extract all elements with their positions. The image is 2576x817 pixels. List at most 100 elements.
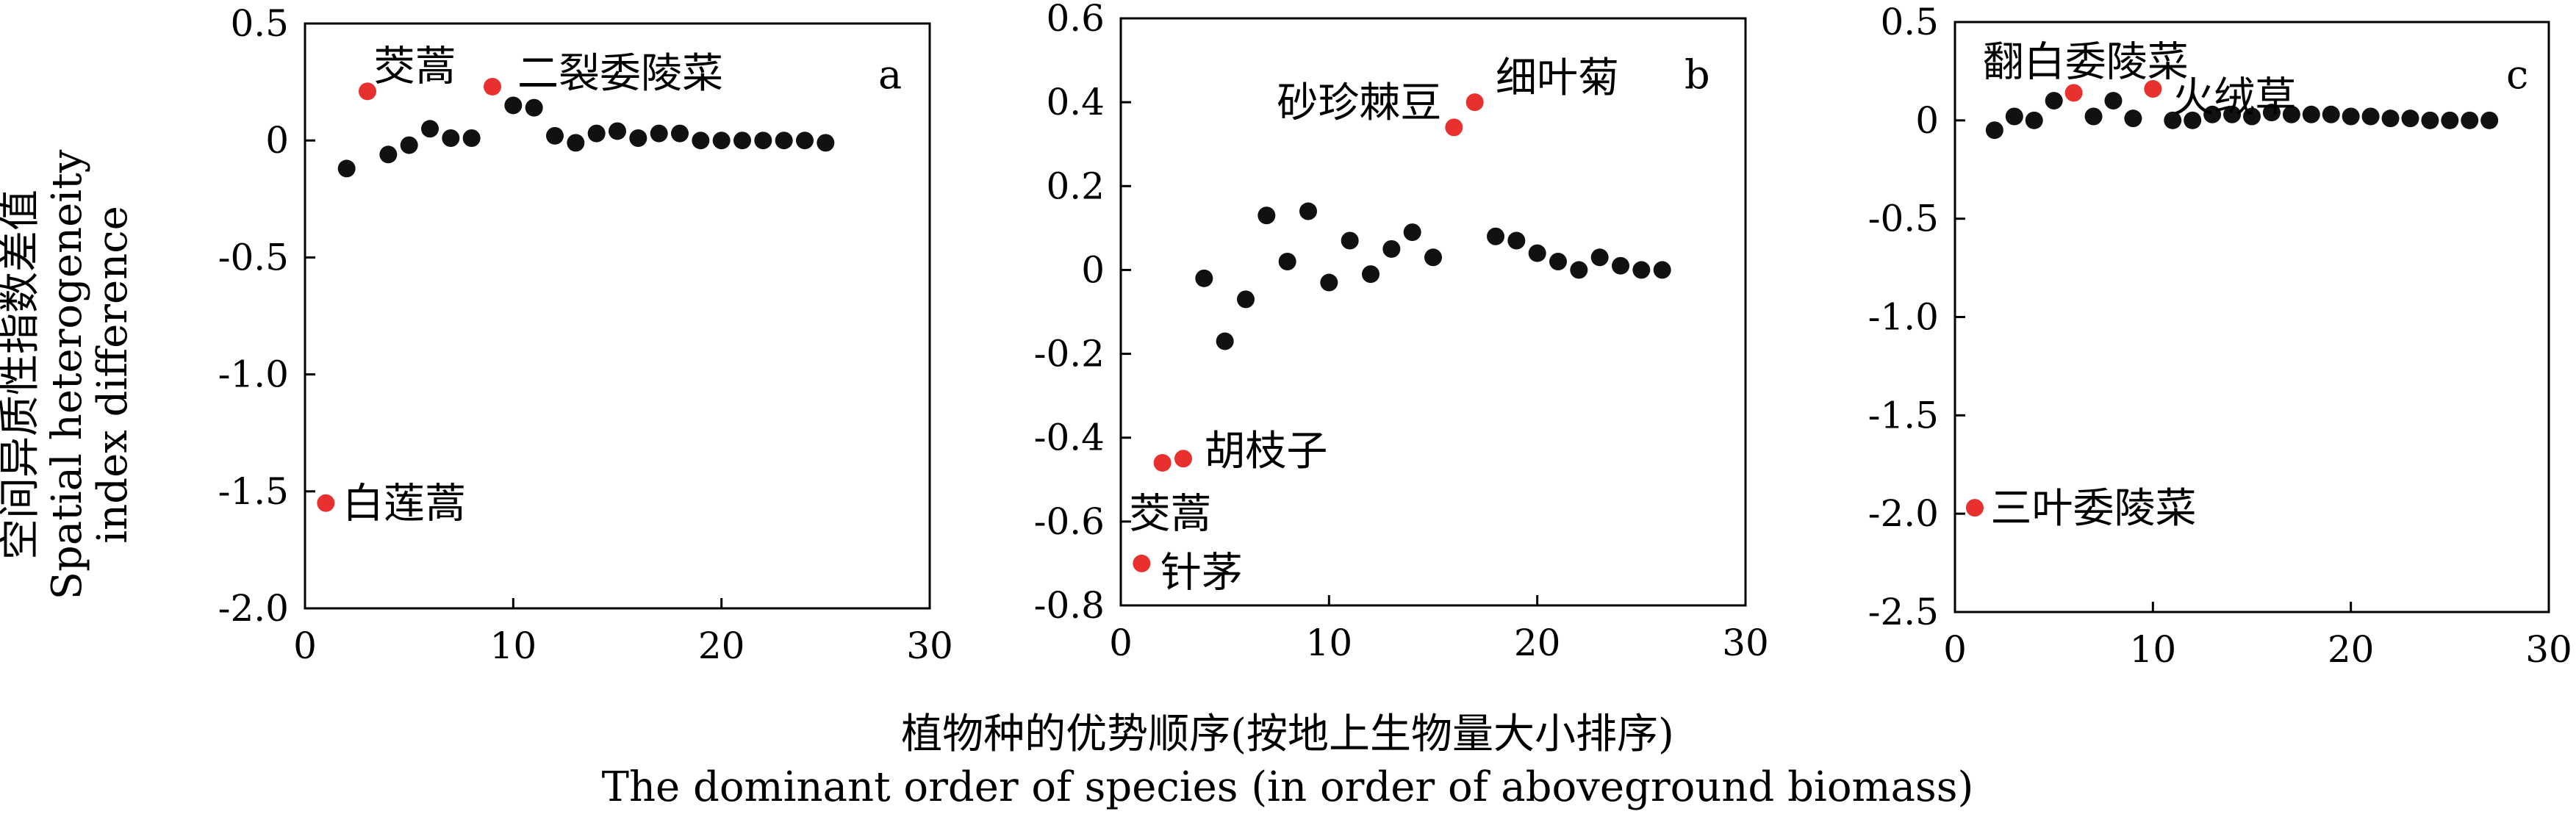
data-point [1382, 240, 1401, 258]
data-point [2203, 105, 2222, 123]
data-point [2262, 104, 2281, 122]
data-point [1653, 261, 1671, 279]
data-point [2124, 109, 2142, 128]
y-tick-label: -1.0 [218, 353, 289, 396]
data-point [2461, 111, 2479, 129]
data-point [2361, 107, 2380, 126]
data-point [504, 96, 523, 115]
x-axis-title-en: The dominant order of species (in order … [602, 763, 1974, 811]
y-tick-label: -0.6 [1034, 500, 1105, 543]
panel-letter: a [878, 51, 902, 98]
data-point [2084, 107, 2103, 126]
y-tick-label: -1.5 [1868, 394, 1939, 436]
data-point [525, 98, 543, 117]
x-tick-label: 10 [2130, 628, 2177, 671]
x-tick-label: 10 [490, 625, 537, 667]
data-point [2164, 111, 2182, 129]
y-tick-label: -0.5 [1868, 198, 1939, 240]
data-point [775, 132, 793, 150]
x-tick-label: 30 [2525, 628, 2572, 671]
data-point [2104, 92, 2123, 110]
data-point [609, 122, 626, 140]
plot-frame [304, 22, 931, 610]
data-point [2342, 107, 2360, 126]
species-label: 二裂委陵菜 [517, 50, 723, 98]
x-tick-label: 20 [2328, 628, 2375, 671]
data-point [692, 132, 710, 150]
data-point [2322, 105, 2340, 123]
y-axis-title-cn: 空间异质性指数差值 [0, 190, 44, 560]
y-axis-title-en-line1: Spatial heterogeneity [43, 149, 91, 600]
data-point [1570, 261, 1588, 279]
data-point [567, 134, 585, 152]
data-point [671, 124, 689, 143]
data-point [817, 134, 835, 152]
data-point [379, 145, 398, 164]
y-tick-label: 0 [1915, 99, 1939, 142]
species-label: 茭蒿 [374, 43, 456, 90]
data-point [1487, 227, 1504, 245]
data-point [2282, 105, 2300, 123]
panel-letter: b [1685, 51, 1710, 98]
data-point [1195, 269, 1213, 287]
data-point [712, 132, 731, 150]
data-point [1528, 244, 1546, 262]
data-point [2045, 92, 2063, 110]
data-point [1237, 290, 1255, 309]
highlight-point [1174, 450, 1192, 468]
data-point [1424, 248, 1442, 267]
data-point [2401, 109, 2419, 128]
highlight-point [1965, 499, 1984, 517]
data-point [1216, 332, 1234, 350]
highlight-point [1465, 93, 1484, 112]
data-point [1320, 273, 1338, 292]
highlight-point [2064, 84, 2083, 102]
x-tick-label: 30 [906, 625, 953, 667]
y-tick-label: -2.0 [218, 587, 289, 630]
highlight-point [1445, 118, 1463, 137]
panel-b: 0.60.40.20-0.2-0.4-0.6-0.80 10 20 30针茅茭蒿胡枝子… [1034, 0, 1769, 664]
data-point [1278, 253, 1296, 271]
highlight-point [1133, 554, 1151, 572]
y-tick-label: -0.8 [1034, 584, 1105, 627]
data-point [2025, 111, 2043, 129]
species-label: 翻白委陵菜 [1983, 39, 2189, 87]
data-point [733, 132, 751, 150]
data-point [2302, 105, 2320, 123]
plot-frame [1119, 17, 1747, 607]
data-point [629, 129, 647, 148]
x-tick-label: 10 [1306, 622, 1353, 664]
data-point [796, 132, 814, 150]
y-tick-label: 0 [1081, 248, 1105, 291]
y-tick-label: -2.0 [1868, 492, 1939, 535]
y-tick-label: 0.4 [1046, 81, 1105, 123]
data-point [337, 159, 356, 178]
x-axis-title-cn: 植物种的优势顺序(按地上生物量大小排序) [901, 710, 1674, 758]
data-point [421, 120, 439, 138]
species-label: 针茅 [1160, 549, 1243, 597]
species-label: 胡枝子 [1204, 428, 1327, 475]
data-point [754, 132, 772, 150]
x-tick-label: 30 [1722, 622, 1769, 664]
data-point [2184, 111, 2202, 129]
x-tick-label: 20 [1514, 622, 1561, 664]
data-point [2005, 107, 2023, 126]
species-label: 砂珍棘豆 [1277, 79, 1441, 127]
highlight-point [2144, 80, 2162, 98]
y-tick-label: 0.2 [1046, 165, 1105, 207]
data-point [1549, 253, 1567, 271]
data-point [2480, 111, 2499, 129]
data-point [1507, 231, 1526, 250]
highlight-point [1153, 453, 1172, 472]
data-point [400, 136, 418, 154]
species-label: 白莲蒿 [342, 481, 466, 528]
data-point [650, 124, 668, 143]
y-tick-label: -0.2 [1034, 333, 1105, 375]
x-tick-label: 0 [1109, 622, 1133, 664]
data-point [2441, 111, 2459, 129]
data-point [1341, 231, 1359, 250]
data-point [1299, 202, 1317, 220]
species-label: 细叶菊 [1496, 54, 1619, 102]
